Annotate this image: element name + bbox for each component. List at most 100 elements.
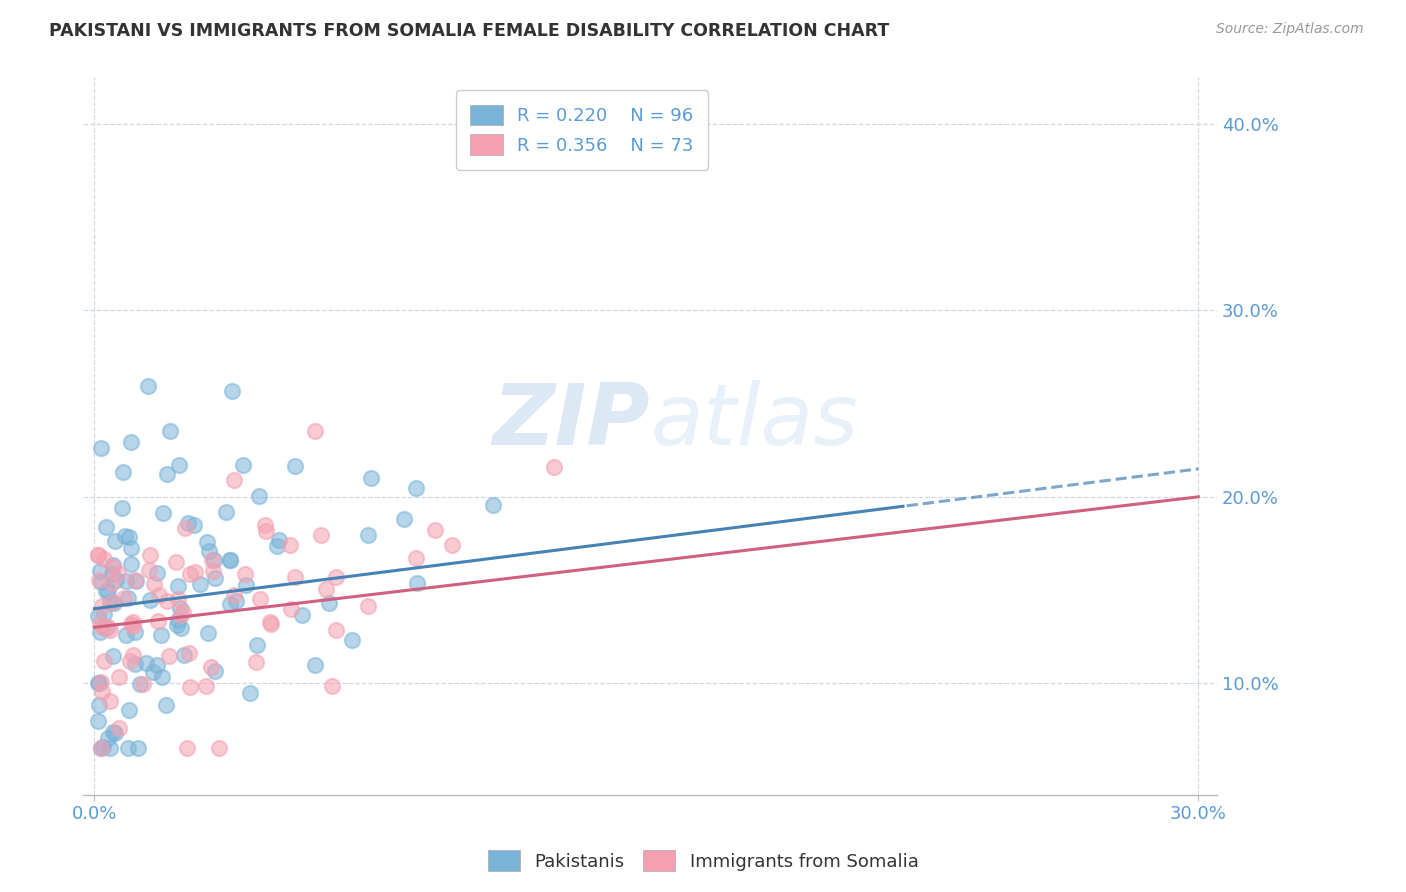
Point [146,614,169,628]
Point [117,591,139,605]
Point [266,539,288,553]
Point [104,725,127,739]
Point [224,588,246,602]
Point [108,670,131,684]
Text: PAKISTANI VS IMMIGRANTS FROM SOMALIA FEMALE DISABILITY CORRELATION CHART: PAKISTANI VS IMMIGRANTS FROM SOMALIA FEM… [49,22,890,40]
Point [90,441,112,455]
Point [124,625,146,640]
Point [93,654,115,668]
Point [146,566,169,580]
Point [139,548,162,562]
Point [342,633,364,648]
Point [122,619,145,633]
Point [122,648,145,663]
Point [204,664,226,678]
Point [245,655,267,669]
Point [98,624,121,638]
Point [215,504,238,518]
Point [107,721,129,735]
Point [318,596,340,610]
Point [405,575,427,590]
Point [87,675,110,690]
Point [94,583,117,598]
Point [440,538,463,552]
Point [94,520,117,534]
Point [176,741,198,756]
Point [247,489,270,503]
Point [259,615,281,629]
Point [91,685,114,699]
Point [111,500,134,515]
Point [219,552,242,566]
Point [90,574,112,589]
Point [405,551,427,566]
Point [325,570,347,584]
Point [482,499,505,513]
Point [91,599,114,614]
Point [96,621,118,635]
Point [120,435,142,450]
Point [157,648,180,663]
Point [156,594,179,608]
Point [87,714,110,728]
Point [97,731,120,746]
Point [115,574,138,588]
Point [167,579,190,593]
Point [150,671,173,685]
Point [254,524,277,538]
Point [117,741,139,756]
Point [177,516,200,531]
Point [167,458,190,473]
Point [97,583,120,598]
Point [132,677,155,691]
Point [87,548,110,562]
Point [103,560,125,574]
Point [112,465,135,479]
Point [115,628,138,642]
Point [112,591,135,606]
Point [200,660,222,674]
Point [179,680,201,694]
Point [165,555,187,569]
Point [290,608,312,623]
Point [269,533,291,547]
Point [235,578,257,592]
Point [135,656,157,670]
Point [224,474,246,488]
Point [103,596,125,610]
Point [184,565,207,579]
Text: atlas: atlas [650,380,858,464]
Point [159,424,181,438]
Point [219,553,242,567]
Point [124,573,146,587]
Point [284,459,307,474]
Point [90,741,112,756]
Point [93,551,115,566]
Point [87,608,110,623]
Point [259,616,281,631]
Point [87,548,110,562]
Point [101,648,124,663]
Point [543,459,565,474]
Point [284,570,307,584]
Point [233,567,256,582]
Point [90,741,112,756]
Point [142,665,165,679]
Point [208,741,231,756]
Point [183,518,205,533]
Point [156,467,179,482]
Point [202,564,225,578]
Text: Source: ZipAtlas.com: Source: ZipAtlas.com [1216,22,1364,37]
Point [280,602,302,616]
Point [321,679,343,693]
Point [204,553,226,567]
Point [139,593,162,607]
Point [278,538,301,552]
Point [197,625,219,640]
Point [121,615,143,629]
Point [98,741,121,756]
Point [311,528,333,542]
Point [173,648,195,663]
Point [221,384,243,398]
Point [169,601,191,615]
